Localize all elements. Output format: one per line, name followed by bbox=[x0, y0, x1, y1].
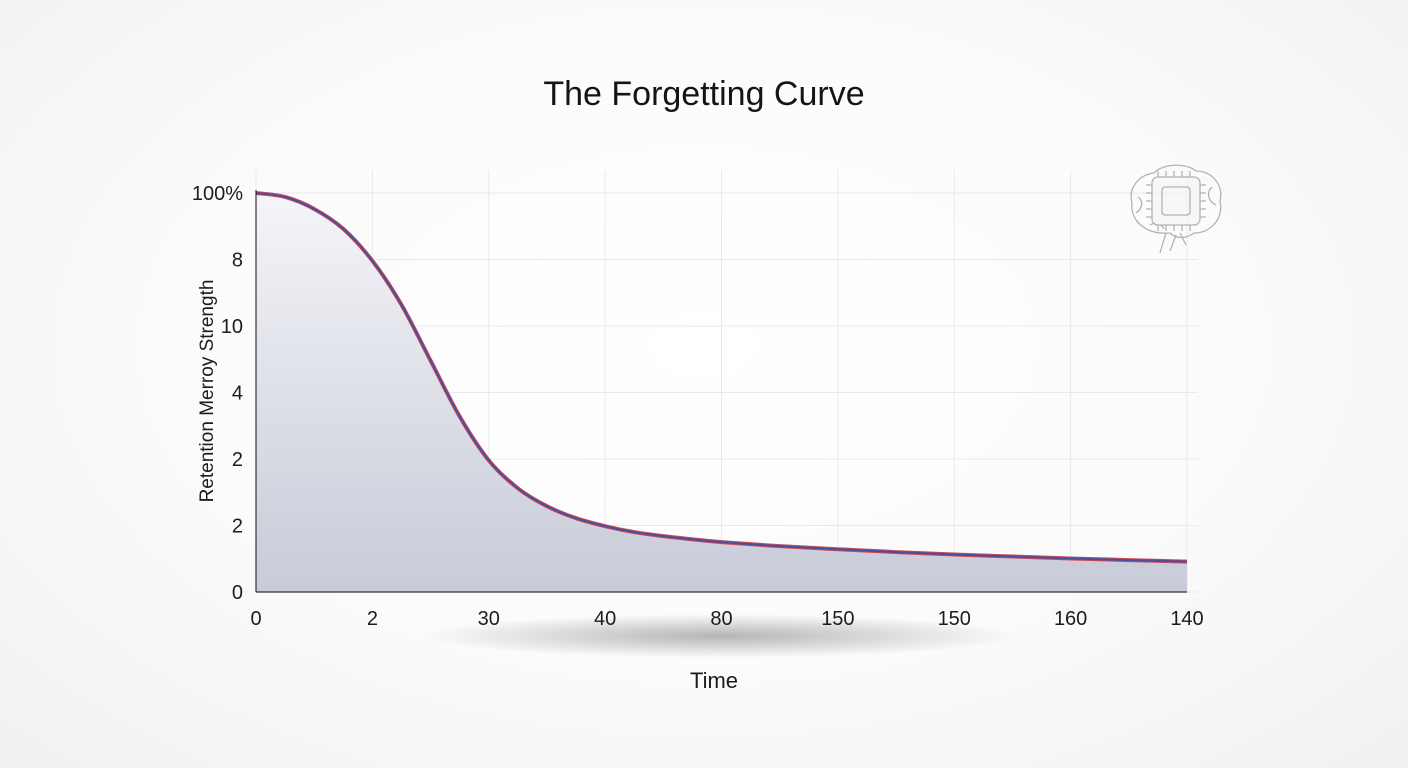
x-tick-label: 160 bbox=[1054, 608, 1087, 630]
retention-curve bbox=[255, 192, 1188, 563]
x-tick-label: 40 bbox=[594, 608, 616, 630]
x-tick-labels: 0 2 30 40 80 150 150 160 140 bbox=[250, 608, 1203, 630]
y-axis-label: Retention Merroy Strength bbox=[197, 280, 218, 503]
y-tick-label: 8 bbox=[232, 250, 243, 272]
y-tick-label: 4 bbox=[232, 383, 243, 405]
x-tick-label: 80 bbox=[710, 608, 732, 630]
y-tick-label: 0 bbox=[232, 582, 243, 604]
chart-title: The Forgetting Curve bbox=[543, 75, 864, 113]
x-tick-label: 140 bbox=[1170, 608, 1203, 630]
x-tick-label: 150 bbox=[938, 608, 971, 630]
x-tick-label: 0 bbox=[250, 608, 261, 630]
x-tick-label: 150 bbox=[821, 608, 854, 630]
y-tick-label: 2 bbox=[232, 516, 243, 538]
y-tick-label: 2 bbox=[232, 449, 243, 471]
y-tick-label: 100% bbox=[192, 183, 243, 205]
x-tick-label: 2 bbox=[367, 608, 378, 630]
floor-shadow bbox=[420, 614, 1020, 658]
y-tick-labels: 0 2 2 4 10 8 100% bbox=[192, 183, 243, 604]
x-axis-label: Time bbox=[690, 668, 738, 693]
y-tick-label: 10 bbox=[221, 316, 243, 338]
x-tick-label: 30 bbox=[478, 608, 500, 630]
brain-chip-icon bbox=[1130, 164, 1222, 254]
retention-area bbox=[256, 193, 1187, 592]
